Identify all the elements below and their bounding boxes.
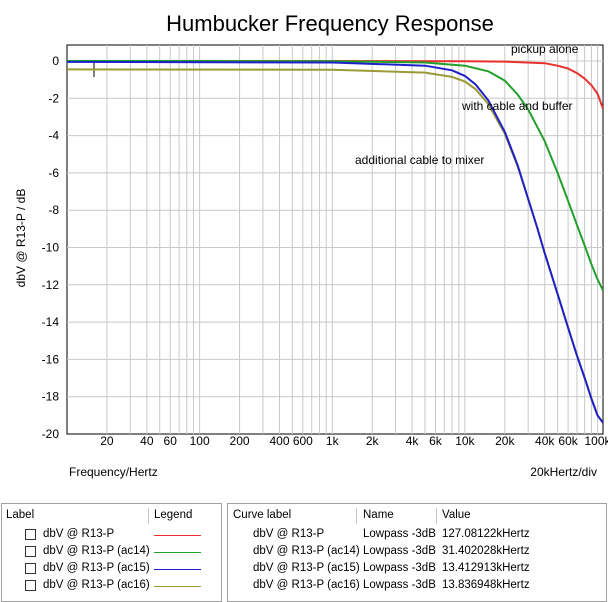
y-tick-label: -14 — [42, 315, 60, 329]
plot-frame — [66, 44, 604, 435]
x-tick-label: 100 — [190, 434, 210, 448]
y-axis-label: dbV @ R13-P / dB — [14, 189, 28, 288]
curve-row-name: Lowpass -3dB — [363, 545, 436, 557]
x-tick-label: 400 600 — [269, 434, 313, 448]
y-tick-label: -20 — [42, 427, 60, 441]
x-division-note: 20kHertz/div — [530, 465, 597, 479]
curve-row-value: 31.402028kHertz — [442, 545, 530, 557]
y-tick-label: -6 — [48, 166, 59, 180]
chart-area: 0 -2 -4 -6 -8 -10 -12 -14 -16 -18 -20 20 40 60 100 200 4… — [14, 11, 608, 479]
curve-header-divider — [436, 508, 437, 524]
series-line — [67, 60, 603, 291]
legend-line-swatch — [154, 586, 201, 587]
y-tick-label: -2 — [48, 91, 59, 105]
curve-row-label: dbV @ R13-P (ac15) — [253, 562, 360, 574]
frequency-response-chart: 0 -2 -4 -6 -8 -10 -12 -14 -16 -18 -20 20 40 60 100 200 4… — [14, 11, 608, 479]
curve-measurement-panel: Curve label Name Value dbV @ R13-P Lowpa… — [227, 503, 607, 602]
curve-header-name: Name — [363, 509, 394, 521]
y-tick-label: -4 — [48, 129, 59, 143]
curve-row[interactable]: dbV @ R13-P (ac16) Lowpass -3dB 13.83694… — [228, 578, 606, 595]
legend-line-swatch — [154, 569, 201, 570]
x-tick-label: 20 — [100, 434, 114, 448]
curve-row-value: 127.08122kHertz — [442, 528, 530, 540]
chart-title: Humbucker Frequency Response — [166, 11, 494, 36]
y-tick-label: -18 — [42, 390, 60, 404]
chart-annotation: with cable and buffer — [461, 99, 573, 113]
legend-header-label: Label — [6, 509, 35, 521]
x-tick-label: 40k — [535, 434, 555, 448]
legend-row-label: dbV @ R13-P — [43, 528, 115, 540]
curve-header-value: Value — [442, 509, 471, 521]
legend-header-legend: Legend — [154, 509, 193, 521]
curve-row-label: dbV @ R13-P — [253, 528, 325, 540]
curve-row-label: dbV @ R13-P (ac16) — [253, 579, 360, 591]
legend-checkbox[interactable] — [25, 563, 36, 574]
legend-line-swatch — [154, 552, 201, 553]
legend-line-swatch — [154, 535, 201, 536]
chart-annotation: additional cable to mixer — [355, 153, 484, 167]
y-tick-label: -12 — [42, 278, 60, 292]
curve-row[interactable]: dbV @ R13-P (ac15) Lowpass -3dB 13.41291… — [228, 561, 606, 578]
series-line — [67, 60, 603, 424]
x-tick-label: 2k — [366, 434, 380, 448]
legend-header-divider — [148, 508, 149, 524]
curve-row[interactable]: dbV @ R13-P (ac14) Lowpass -3dB 31.40202… — [228, 544, 606, 561]
x-tick-label: 60 — [164, 434, 178, 448]
curve-row-label: dbV @ R13-P (ac14) — [253, 545, 360, 557]
x-tick-label: 1k — [326, 434, 340, 448]
legend-panel: Label Legend dbV @ R13-P dbV @ R13-P (ac… — [1, 503, 222, 602]
y-tick-label: 0 — [52, 54, 59, 68]
legend-row: dbV @ R13-P — [2, 527, 221, 544]
legend-row: dbV @ R13-P (ac15) — [2, 561, 221, 578]
y-tick-label: -8 — [48, 203, 59, 217]
y-tick-label: -10 — [42, 241, 60, 255]
curve-row-name: Lowpass -3dB — [363, 579, 436, 591]
curve-row-value: 13.836948kHertz — [442, 579, 530, 591]
curve-row-name: Lowpass -3dB — [363, 528, 436, 540]
curve-row[interactable]: dbV @ R13-P Lowpass -3dB 127.08122kHertz — [228, 527, 606, 544]
x-tick-label: 200 — [230, 434, 250, 448]
legend-row-label: dbV @ R13-P (ac16) — [43, 579, 150, 591]
x-tick-label: 10k — [455, 434, 475, 448]
curve-header-divider — [356, 508, 357, 524]
x-tick-label: 6k — [429, 434, 443, 448]
x-tick-label: 60k — [558, 434, 578, 448]
x-tick-label: 4k — [406, 434, 420, 448]
legend-checkbox[interactable] — [25, 546, 36, 557]
x-tick-label: 20k — [495, 434, 515, 448]
legend-row: dbV @ R13-P (ac14) — [2, 544, 221, 561]
x-tick-label: 100k — [584, 434, 608, 448]
legend-row: dbV @ R13-P (ac16) — [2, 578, 221, 595]
curve-row-value: 13.412913kHertz — [442, 562, 530, 574]
curve-row-name: Lowpass -3dB — [363, 562, 436, 574]
legend-row-label: dbV @ R13-P (ac15) — [43, 562, 150, 574]
series-line — [67, 60, 603, 109]
y-tick-label: -16 — [42, 352, 60, 366]
x-tick-label: 40 — [140, 434, 154, 448]
legend-checkbox[interactable] — [25, 529, 36, 540]
x-axis-label: Frequency/Hertz — [69, 465, 158, 479]
chart-annotation: pickup alone — [511, 42, 579, 56]
legend-row-label: dbV @ R13-P (ac14) — [43, 545, 150, 557]
curve-header-label: Curve label — [233, 509, 292, 521]
legend-checkbox[interactable] — [25, 580, 36, 591]
